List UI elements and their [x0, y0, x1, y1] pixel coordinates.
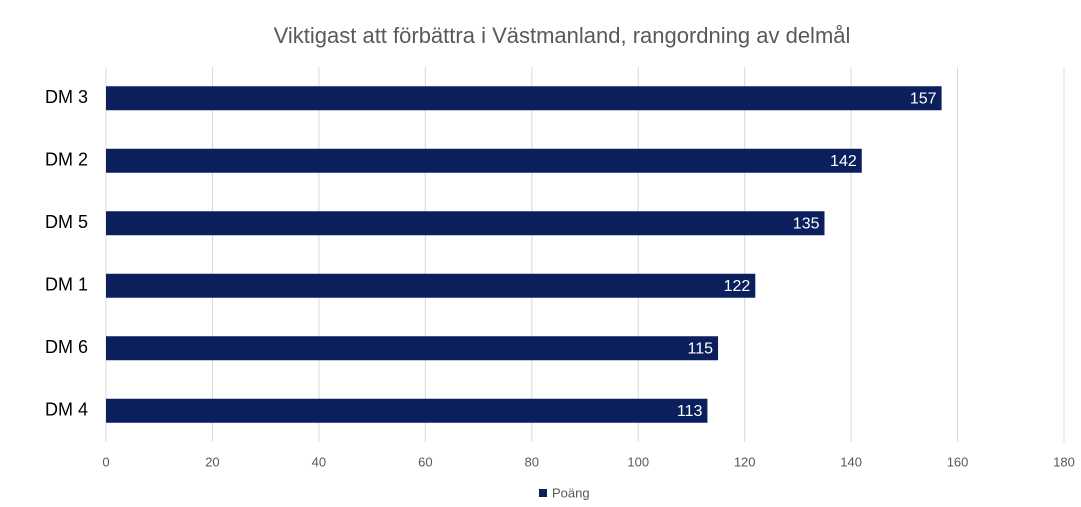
x-tick-label: 120	[734, 454, 756, 469]
chart-title: Viktigast att förbättra i Västmanland, r…	[274, 23, 851, 48]
data-label: 135	[793, 215, 820, 232]
legend-swatch	[539, 489, 547, 497]
x-tick-label: 180	[1053, 454, 1075, 469]
data-label: 157	[910, 90, 937, 107]
y-tick-label: DM 5	[45, 212, 88, 232]
legend-label: Poäng	[552, 485, 590, 500]
bar	[106, 211, 825, 236]
x-tick-label: 40	[312, 454, 326, 469]
y-tick-label: DM 4	[45, 400, 88, 420]
data-label: 142	[830, 153, 857, 170]
x-tick-label: 0	[102, 454, 109, 469]
x-tick-label: 140	[840, 454, 862, 469]
data-label: 122	[724, 278, 751, 295]
x-tick-label: 160	[947, 454, 969, 469]
data-label: 113	[677, 403, 703, 420]
data-label: 115	[688, 340, 714, 357]
bar	[106, 336, 719, 361]
bar	[106, 148, 862, 173]
bar	[106, 273, 756, 298]
bar	[106, 398, 708, 423]
y-tick-label: DM 3	[45, 87, 88, 107]
bar	[106, 86, 942, 111]
x-tick-label: 20	[205, 454, 219, 469]
y-tick-label: DM 6	[45, 337, 88, 357]
x-tick-label: 80	[525, 454, 539, 469]
x-tick-label: 60	[418, 454, 432, 469]
y-tick-label: DM 2	[45, 150, 88, 170]
y-tick-label: DM 1	[45, 275, 88, 295]
x-tick-label: 100	[627, 454, 649, 469]
